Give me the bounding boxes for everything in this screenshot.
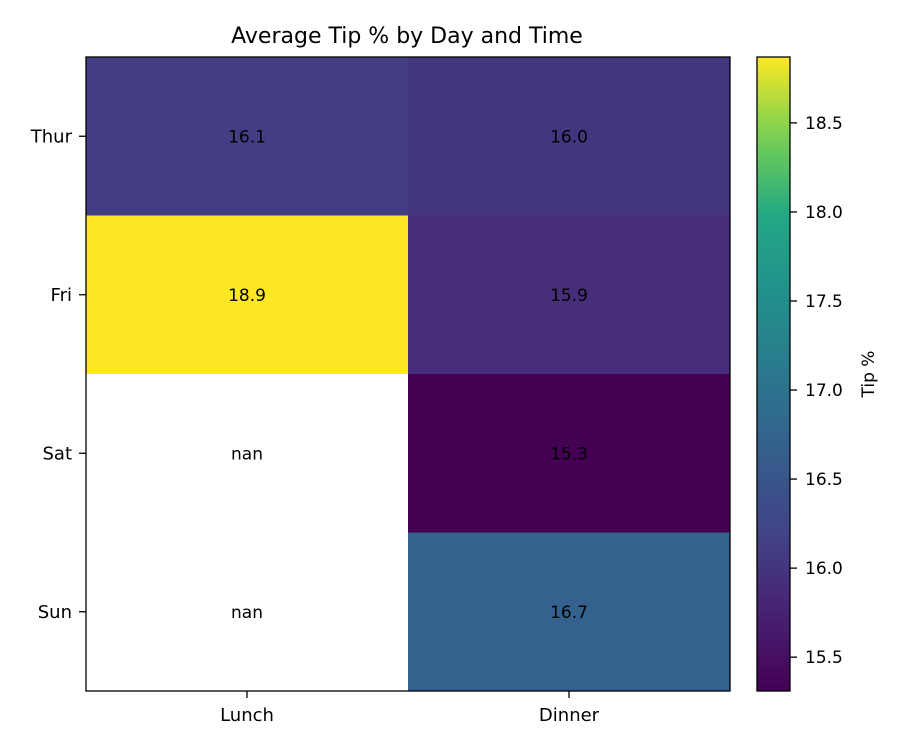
colorbar-frame [756,56,791,692]
colorbar-tick-label: 15.5 [805,648,843,668]
heatmap-cell [408,532,731,692]
y-tick-label: Sat [42,443,72,464]
cell-value-label: 18.9 [228,286,266,306]
heatmap-cell [86,215,409,375]
cell-value-label: nan [231,603,263,623]
x-tick-label: Lunch [220,705,274,726]
cell-value-label: 15.3 [550,444,588,464]
colorbar-label: Tip % [859,351,879,399]
cell-value-label: nan [231,444,263,464]
colorbar-tick-label: 16.0 [805,559,843,579]
cell-value-label: 16.0 [550,127,588,147]
heatmap-cell [86,532,409,692]
colorbar-gradient [757,57,790,691]
colorbar-tick-label: 17.5 [805,292,843,312]
y-axis: Thur Fri Sat Sun [30,126,86,623]
colorbar-tick-label: 18.5 [805,114,843,134]
heatmap-cells [86,57,731,692]
x-tick-label: Dinner [539,705,600,726]
x-axis: Lunch Dinner [220,691,600,726]
heatmap-cell [408,57,731,216]
chart-title: Average Tip % by Day and Time [231,24,583,49]
cell-value-label: 15.9 [550,286,588,306]
cell-value-label: 16.1 [228,127,266,147]
y-tick-label: Sun [38,602,72,623]
plot-frame [85,56,731,692]
colorbar-tick-label: 18.0 [805,203,843,223]
colorbar-tick-label: 16.5 [805,470,843,490]
heatmap-cell [86,374,409,533]
y-tick-label: Thur [30,126,73,147]
heatmap-cell [86,57,409,216]
colorbar: 15.5 16.0 16.5 17.0 17.5 18.0 18.5 [756,56,843,692]
heatmap-cell-labels: 16.1 16.0 18.9 15.9 nan 15.3 nan 16.7 [228,127,588,623]
heatmap-cell [408,374,731,533]
heatmap-cell [408,215,731,375]
cell-value-label: 16.7 [550,603,588,623]
colorbar-tick-label: 17.0 [805,381,843,401]
y-tick-label: Fri [51,285,72,306]
